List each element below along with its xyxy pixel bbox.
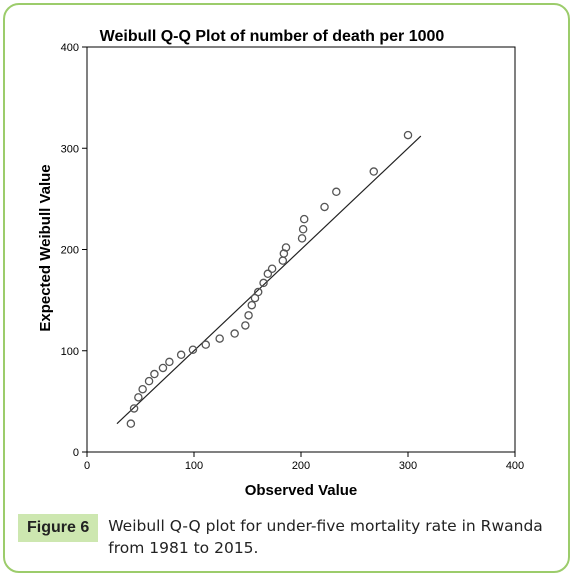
x-axis-label: Observed Value bbox=[245, 482, 358, 499]
y-tick-label: 0 bbox=[73, 447, 79, 459]
data-point bbox=[126, 419, 136, 428]
data-point bbox=[241, 321, 250, 330]
y-tick-label: 100 bbox=[61, 346, 79, 358]
data-point bbox=[158, 363, 168, 373]
x-tick-label: 300 bbox=[399, 460, 417, 472]
data-point bbox=[298, 224, 308, 234]
data-point bbox=[244, 311, 253, 320]
reference-line-group bbox=[116, 135, 422, 425]
data-point bbox=[263, 269, 273, 279]
x-tick-label: 400 bbox=[506, 460, 524, 472]
data-point bbox=[299, 214, 309, 224]
data-point bbox=[253, 287, 263, 297]
data-point bbox=[176, 350, 186, 360]
x-tick-label: 0 bbox=[84, 460, 90, 472]
data-point bbox=[320, 202, 329, 212]
data-point bbox=[230, 329, 239, 338]
y-axis: 0 100 200 300 400 bbox=[61, 42, 87, 459]
y-axis-label: Expected Weibull Value bbox=[37, 164, 54, 331]
chart-title: Weibull Q-Q Plot of number of death per … bbox=[100, 28, 445, 45]
data-point bbox=[150, 369, 159, 379]
data-point bbox=[129, 404, 139, 413]
figure-card bbox=[3, 3, 570, 573]
data-point bbox=[215, 334, 224, 343]
x-axis: 0 100 200 300 400 bbox=[84, 452, 524, 472]
data-point bbox=[247, 300, 257, 310]
figure-caption: Figure 6 Weibull Q-Q plot for under-five… bbox=[18, 514, 558, 559]
y-tick-label: 400 bbox=[61, 42, 79, 54]
data-point bbox=[267, 264, 277, 273]
x-tick-label: 200 bbox=[292, 460, 310, 472]
data-point bbox=[188, 345, 198, 354]
data-point bbox=[134, 393, 143, 402]
data-point bbox=[259, 278, 268, 288]
data-point bbox=[332, 187, 341, 197]
reference-line bbox=[116, 135, 422, 425]
x-tick-label: 100 bbox=[185, 460, 203, 472]
data-point bbox=[201, 340, 211, 349]
figure-badge: Figure 6 bbox=[18, 514, 99, 542]
y-tick-label: 200 bbox=[61, 245, 79, 257]
data-point bbox=[138, 384, 147, 394]
data-points bbox=[126, 130, 413, 428]
y-tick-label: 300 bbox=[61, 143, 79, 155]
data-point bbox=[278, 256, 288, 265]
data-point bbox=[165, 357, 174, 367]
data-point bbox=[403, 130, 413, 140]
data-point bbox=[144, 376, 154, 386]
data-point bbox=[281, 243, 291, 252]
figure-caption-text: Weibull Q-Q plot for under-five mortalit… bbox=[108, 517, 543, 557]
data-point bbox=[369, 167, 379, 176]
data-point bbox=[297, 234, 307, 243]
